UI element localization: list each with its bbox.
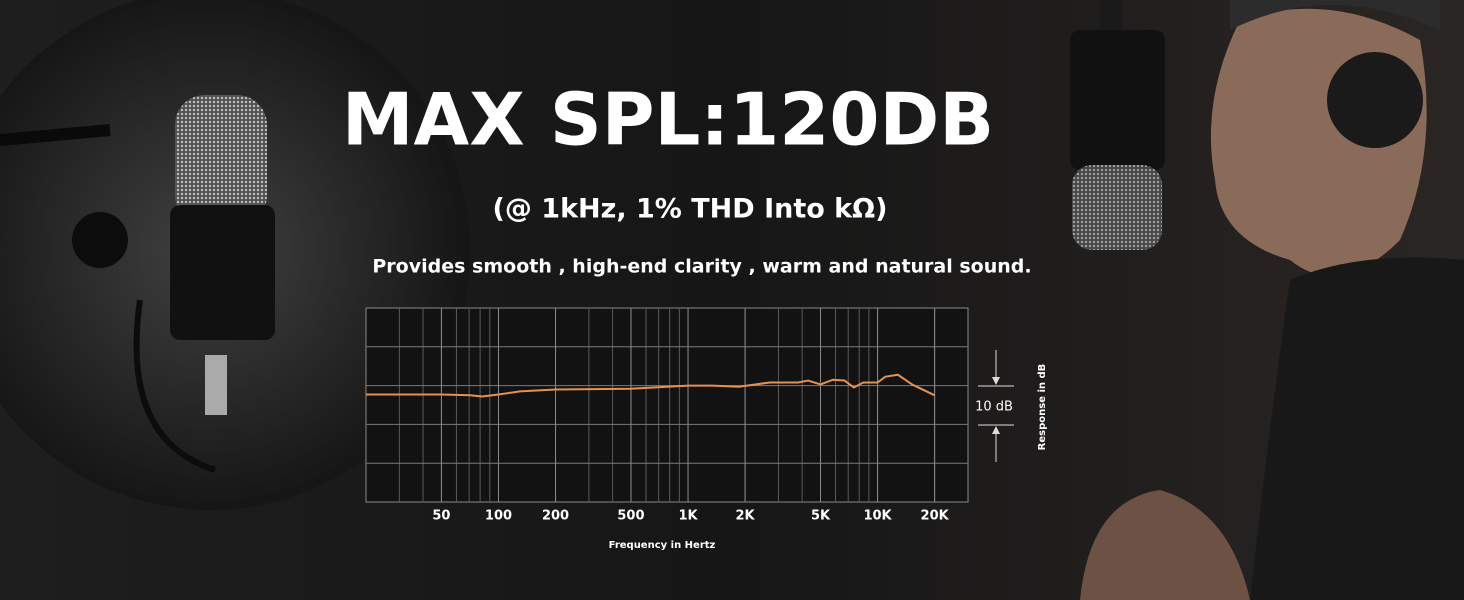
x-tick-label: 200 bbox=[542, 509, 569, 524]
x-tick-label: 5K bbox=[811, 509, 831, 524]
x-tick-label: 1K bbox=[678, 509, 698, 524]
x-tick-label: 500 bbox=[617, 509, 644, 524]
x-axis-label: Frequency in Hertz bbox=[609, 540, 716, 551]
x-tick-label: 20K bbox=[921, 509, 950, 524]
caption: Provides smooth , high-end clarity , war… bbox=[372, 256, 1031, 278]
x-tick-label: 50 bbox=[432, 509, 450, 524]
plot: 50 100 200 500 1K 2K 5K 10K 20K bbox=[365, 307, 969, 524]
person bbox=[1080, 0, 1464, 600]
subtitle: (@ 1kHz, 1% THD Into kΩ) bbox=[493, 194, 888, 225]
x-tick-label: 100 bbox=[485, 509, 512, 524]
x-tick-label: 10K bbox=[863, 509, 892, 524]
annotation: 10 dB bbox=[975, 400, 1013, 415]
plot-area bbox=[365, 307, 969, 503]
response-curve bbox=[366, 373, 936, 398]
title: MAX SPL:120DB bbox=[342, 78, 994, 162]
microphone-right bbox=[1070, 0, 1165, 250]
microphone-left bbox=[0, 95, 275, 473]
ten-db-marker bbox=[978, 350, 1014, 462]
x-tick-label: 2K bbox=[736, 509, 756, 524]
y-axis-label: Response in dB bbox=[1037, 364, 1048, 451]
